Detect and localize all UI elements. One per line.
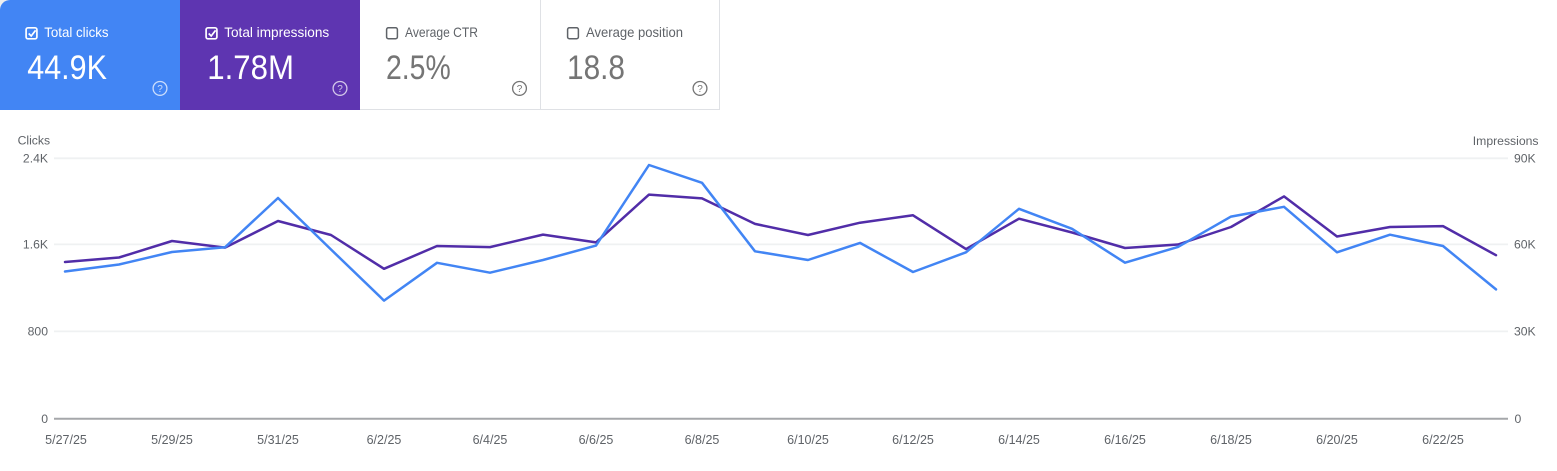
svg-text:800: 800 bbox=[28, 324, 49, 338]
svg-text:Total impressions: Total impressions bbox=[224, 24, 329, 40]
svg-text:?: ? bbox=[157, 84, 163, 95]
svg-text:0: 0 bbox=[41, 412, 48, 426]
svg-text:6/16/25: 6/16/25 bbox=[1104, 433, 1146, 447]
svg-text:30K: 30K bbox=[1514, 324, 1536, 338]
svg-text:6/2/25: 6/2/25 bbox=[367, 433, 402, 447]
svg-text:6/8/25: 6/8/25 bbox=[685, 433, 720, 447]
svg-text:5/31/25: 5/31/25 bbox=[257, 433, 299, 447]
svg-text:6/4/25: 6/4/25 bbox=[473, 433, 508, 447]
svg-text:6/18/25: 6/18/25 bbox=[1210, 433, 1252, 447]
svg-text:5/29/25: 5/29/25 bbox=[151, 433, 193, 447]
svg-text:6/22/25: 6/22/25 bbox=[1422, 433, 1464, 447]
svg-text:Total clicks: Total clicks bbox=[44, 24, 108, 40]
svg-text:18.8: 18.8 bbox=[567, 49, 625, 87]
svg-text:6/6/25: 6/6/25 bbox=[579, 433, 614, 447]
svg-text:1.78M: 1.78M bbox=[207, 49, 294, 87]
svg-text:Average position: Average position bbox=[586, 24, 683, 40]
svg-text:6/10/25: 6/10/25 bbox=[787, 433, 829, 447]
svg-text:6/20/25: 6/20/25 bbox=[1316, 433, 1358, 447]
svg-text:6/12/25: 6/12/25 bbox=[892, 433, 934, 447]
svg-text:60K: 60K bbox=[1514, 237, 1536, 251]
svg-text:2.4K: 2.4K bbox=[23, 151, 48, 165]
svg-text:?: ? bbox=[697, 84, 703, 95]
svg-text:6/14/25: 6/14/25 bbox=[998, 433, 1040, 447]
svg-text:5/27/25: 5/27/25 bbox=[45, 433, 87, 447]
svg-text:Clicks: Clicks bbox=[18, 134, 51, 148]
svg-text:44.9K: 44.9K bbox=[27, 49, 107, 87]
svg-text:1.6K: 1.6K bbox=[23, 237, 48, 251]
svg-text:Impressions: Impressions bbox=[1473, 134, 1539, 148]
svg-text:?: ? bbox=[517, 84, 523, 95]
svg-text:90K: 90K bbox=[1514, 151, 1536, 165]
svg-text:2.5%: 2.5% bbox=[386, 49, 451, 87]
svg-text:?: ? bbox=[337, 84, 343, 95]
svg-text:Average CTR: Average CTR bbox=[405, 24, 478, 40]
svg-text:0: 0 bbox=[1515, 412, 1522, 426]
